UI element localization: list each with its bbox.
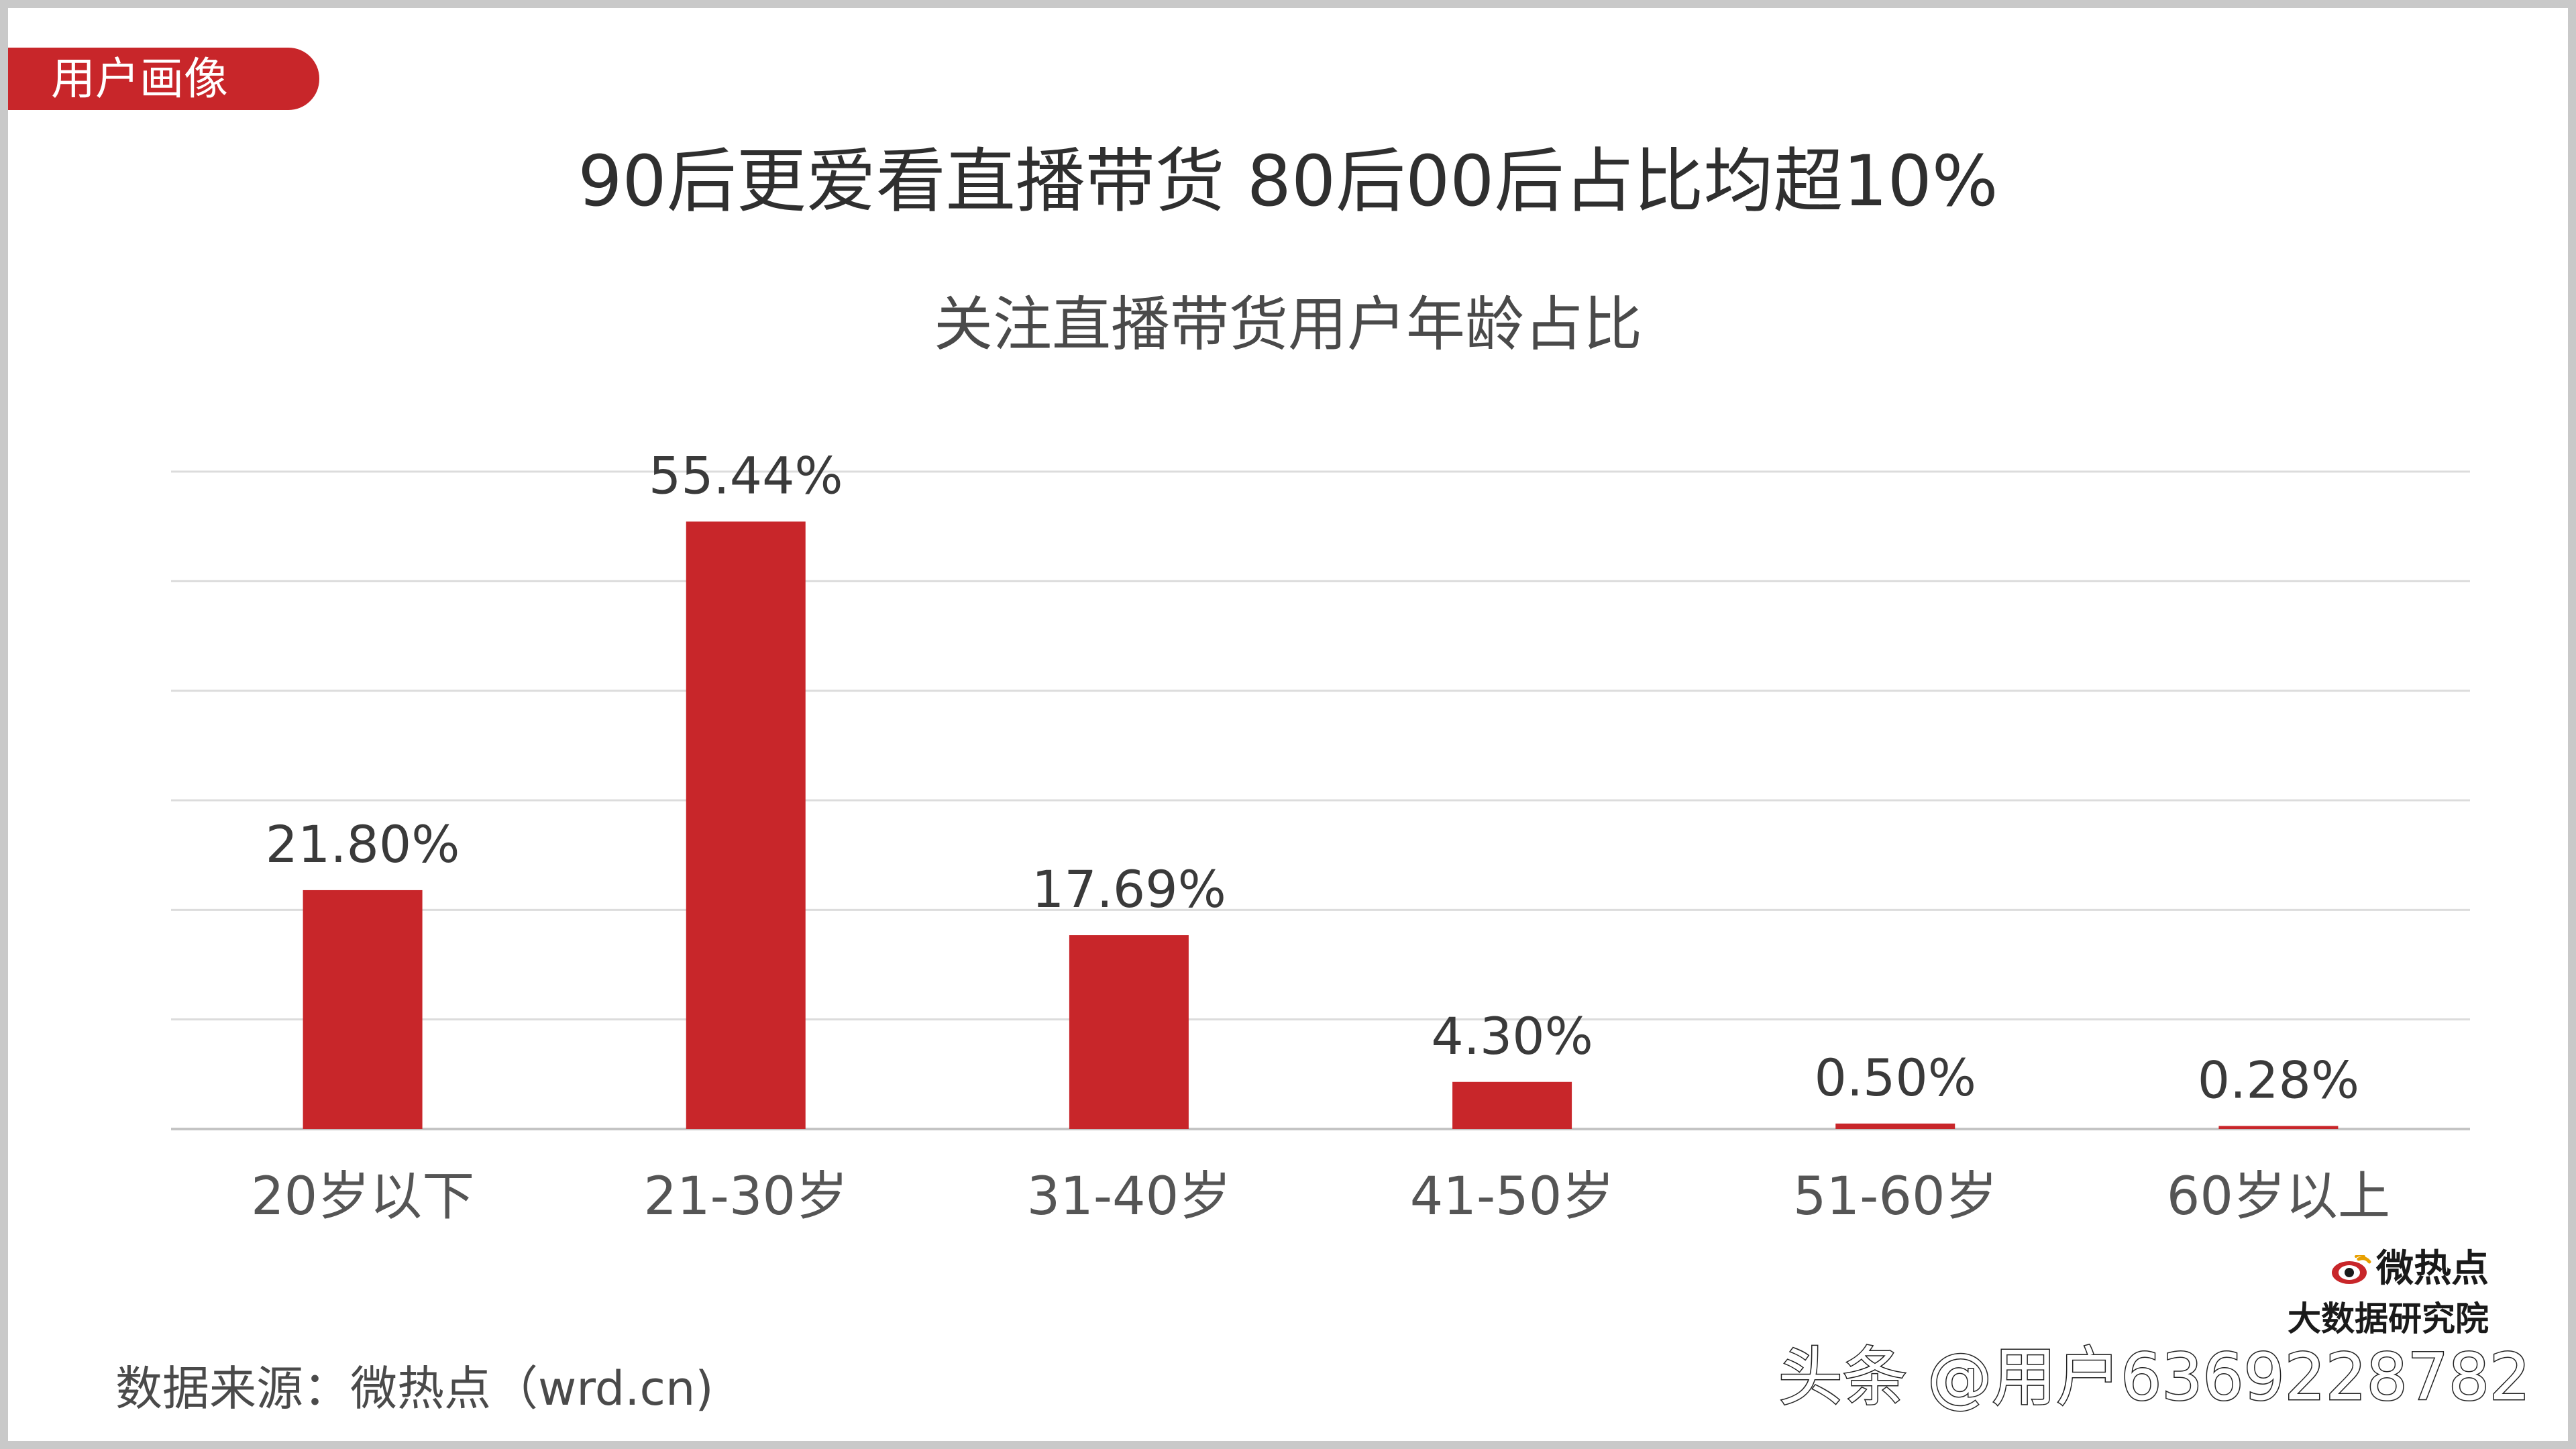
data-label-3: 17.69% [1032, 859, 1226, 919]
bars [303, 521, 2339, 1129]
bar-6 [2218, 1126, 2339, 1129]
bar-1 [303, 890, 423, 1129]
watermark: 头条 @用户6369228782 [1777, 1339, 2531, 1416]
data-label-6: 0.28% [2198, 1050, 2359, 1110]
category-label-2: 21-30岁 [643, 1167, 848, 1227]
eye-logo-icon [2332, 1254, 2371, 1284]
gridlines [171, 470, 2470, 1130]
bar-5 [1835, 1123, 1955, 1129]
category-label-3: 31-40岁 [1027, 1167, 1232, 1227]
logo-name: 微热点 [2376, 1247, 2489, 1291]
bar-4 [1452, 1081, 1572, 1129]
page-title: 90后更爱看直播带货 80后00后占比均超10% [578, 140, 1998, 222]
category-label-1: 20岁以下 [251, 1167, 474, 1227]
data-label-5: 0.50% [1815, 1048, 1976, 1108]
category-labels: 20岁以下 21-30岁 31-40岁 41-50岁 51-60岁 60岁以上 [251, 1167, 2390, 1227]
category-label-4: 41-50岁 [1410, 1167, 1615, 1227]
data-label-2: 55.44% [649, 445, 843, 505]
source-note: 数据来源：微热点（wrd.cn) [115, 1361, 714, 1416]
bar-3 [1069, 935, 1189, 1129]
category-label-5: 51-60岁 [1793, 1167, 1998, 1227]
chart-title: 关注直播带货用户年龄占比 [933, 290, 1642, 359]
bar-2 [686, 521, 806, 1129]
category-label-6: 60岁以上 [2167, 1167, 2390, 1227]
logo-subtitle: 大数据研究院 [2288, 1299, 2489, 1338]
section-tag: 用户画像 [8, 48, 319, 110]
brand-logo: 微热点 大数据研究院 [2234, 1245, 2489, 1346]
data-label-1: 21.80% [266, 814, 460, 874]
data-label-4: 4.30% [1431, 1006, 1593, 1066]
data-labels: 21.80% 55.44% 17.69% 4.30% 0.50% 0.28% [266, 445, 2359, 1110]
